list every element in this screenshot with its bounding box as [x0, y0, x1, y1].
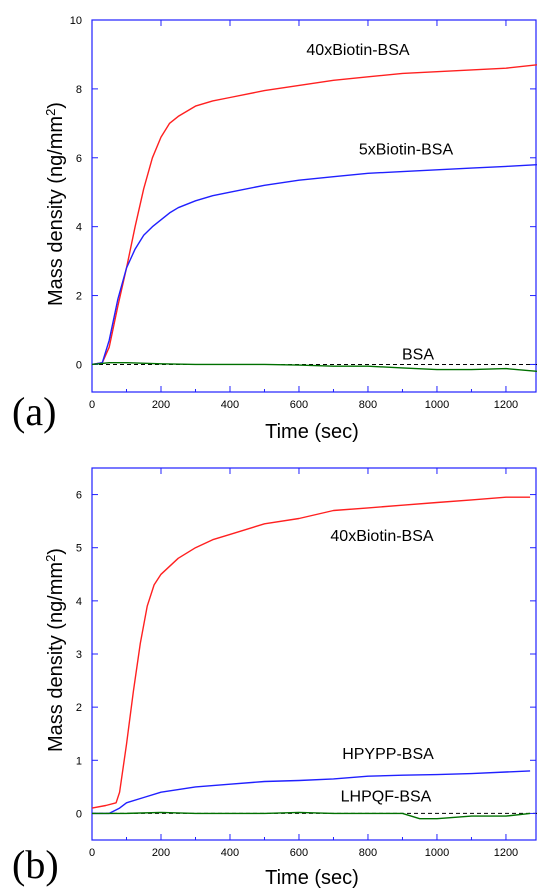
panel-a-series-label: BSA: [402, 346, 434, 363]
panel-b-y-tick-label: 2: [76, 702, 82, 714]
panel-a-label: (a): [12, 389, 56, 434]
panel-a-plot-frame: [91, 19, 537, 393]
panel-b-y-tick-label: 3: [76, 649, 82, 661]
panel-a-x-tick-label: 1000: [425, 399, 449, 411]
panel-b-label: (b): [12, 842, 59, 887]
panel-b-y-tick-label: 1: [76, 755, 82, 767]
panel-a-x-tick-label: 600: [290, 399, 308, 411]
panel-a-x-tick-label: 400: [221, 399, 239, 411]
panel-a: Mass density (ng/mm2) (a) Time (sec) 0 20…: [12, 15, 537, 443]
panel-b-series-line: [91, 496, 531, 809]
panel-a-series-label: 5xBiotin-BSA: [359, 142, 454, 159]
panel-b-x-axis-title: Time (sec): [265, 867, 359, 888]
panel-a-x-tick-label: 0: [89, 399, 95, 411]
panel-b-x-tick-label: 400: [221, 847, 239, 859]
panel-a-x-tick-label: 1200: [494, 399, 518, 411]
panel-a-y-tick-label: 8: [76, 84, 82, 96]
panel-a-series-label: 40xBiotin-BSA: [306, 42, 409, 59]
panel-a-y-axis-title: Mass density (ng/mm2): [43, 102, 68, 306]
panel-b-y-tick-label: 4: [76, 596, 82, 608]
panel-b-series-line: [92, 811, 531, 820]
panel-b: Mass density (ng/mm2) (b) Time (sec) 0 20…: [12, 467, 537, 888]
panel-b-x-tick-label: 0: [89, 847, 95, 859]
panel-b-x-tick-label: 1000: [425, 847, 449, 859]
panel-a-y-tick-label: 4: [76, 222, 82, 234]
panel-a-x-tick-label: 200: [152, 399, 170, 411]
panel-b-x-tick-label: 600: [290, 847, 308, 859]
panel-a-y-tick-label: 0: [76, 359, 82, 371]
panel-b-y-axis-title: Mass density (ng/mm2): [43, 548, 68, 752]
panel-a-y-tick-label: 10: [70, 15, 82, 27]
panel-b-x-tick-label: 800: [359, 847, 377, 859]
panel-b-y-tick-label: 5: [76, 543, 82, 555]
panel-b-x-tick-label: 1200: [494, 847, 518, 859]
panel-b-plot-frame: [91, 467, 537, 841]
panel-a-series-line: [91, 362, 537, 372]
panel-b-x-tick-label: 200: [152, 847, 170, 859]
panel-b-y-tick-label: 6: [76, 490, 82, 502]
panel-a-y-tick-label: 2: [76, 291, 82, 303]
panel-b-y-tick-label: 0: [76, 808, 82, 820]
panel-a-x-tick-label: 800: [359, 399, 377, 411]
panel-b-series-line: [92, 770, 531, 815]
panel-a-series-line: [91, 64, 537, 366]
panel-a-series-line: [91, 164, 537, 366]
panel-a-x-axis-title: Time (sec): [265, 421, 359, 443]
panel-b-series-label: 40xBiotin-BSA: [330, 528, 433, 545]
panel-b-series-label: LHPQF-BSA: [341, 788, 432, 805]
panel-a-y-tick-label: 6: [76, 153, 82, 165]
panel-b-series-label: HPYPP-BSA: [342, 746, 434, 763]
